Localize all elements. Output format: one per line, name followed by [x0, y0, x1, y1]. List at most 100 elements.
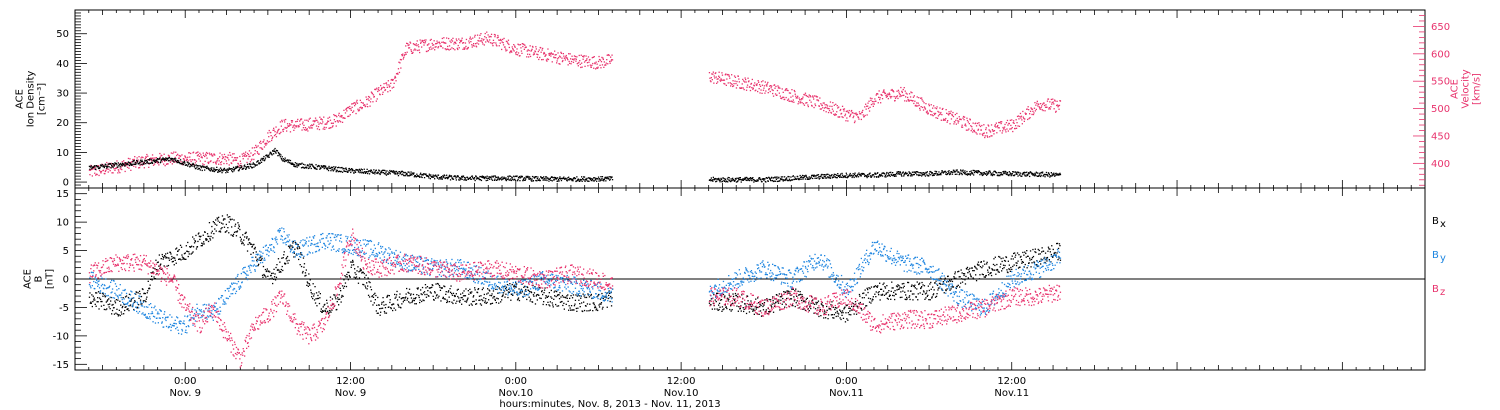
- velocity-series-point: [146, 153, 148, 156]
- velocity-series-point: [845, 120, 847, 122]
- density-series-point: [1019, 174, 1021, 176]
- series-Bx-point: [173, 264, 175, 266]
- density-series-point: [1034, 173, 1036, 175]
- density-series-point: [876, 176, 878, 178]
- velocity-series-point: [450, 39, 453, 41]
- series-Bx-point: [254, 248, 256, 250]
- density-series-point: [1011, 173, 1013, 175]
- velocity-series-point: [821, 104, 823, 107]
- series-Bx-point: [256, 258, 258, 260]
- density-series-point: [601, 177, 603, 180]
- density-series-point: [1032, 174, 1034, 176]
- velocity-series-point: [342, 117, 345, 119]
- velocity-series-point: [586, 62, 589, 64]
- series-Bx-point: [266, 270, 268, 272]
- velocity-series-point: [950, 118, 953, 120]
- density-series-point: [536, 180, 538, 182]
- density-series-point: [961, 173, 963, 176]
- density-series-point: [545, 176, 548, 178]
- density-series-point: [579, 178, 581, 181]
- density-series-point: [405, 173, 407, 175]
- velocity-series-point: [906, 100, 908, 102]
- velocity-series-point: [777, 87, 780, 89]
- velocity-series-point: [377, 88, 379, 91]
- density-series-point: [1053, 172, 1055, 174]
- velocity-series-point: [765, 90, 767, 92]
- velocity-series-point: [1025, 113, 1027, 115]
- velocity-series-point: [528, 56, 530, 58]
- series-Bx-point: [343, 285, 346, 287]
- series-Bx-point: [186, 250, 188, 253]
- velocity-series-point: [596, 63, 598, 65]
- velocity-series-point: [124, 162, 126, 164]
- density-series-point: [266, 154, 268, 156]
- series-Bx-point: [291, 246, 294, 248]
- series-Bx-point: [281, 257, 283, 259]
- velocity-series-point: [475, 43, 477, 45]
- density-series-point: [526, 176, 528, 179]
- velocity-series-point: [902, 88, 904, 91]
- velocity-series-point: [285, 127, 287, 129]
- density-series-point: [1039, 173, 1041, 175]
- density-series-point: [895, 175, 897, 177]
- series-Bx-point: [203, 243, 205, 245]
- velocity-series-point: [908, 93, 911, 95]
- density-series-point: [255, 164, 257, 166]
- velocity-series-point: [479, 40, 482, 42]
- series-Bx-point: [134, 300, 136, 302]
- density-series-point: [756, 179, 758, 181]
- velocity-series-point: [265, 144, 267, 146]
- series-Bx-point: [380, 311, 382, 313]
- density-series-point: [455, 179, 457, 181]
- density-series-point: [591, 179, 593, 181]
- density-series-point: [531, 175, 534, 178]
- density-series-point: [1048, 173, 1050, 176]
- velocity-series-point: [129, 158, 131, 160]
- density-series-point: [798, 178, 800, 181]
- velocity-series-point: [366, 98, 368, 101]
- density-series-point: [90, 166, 92, 168]
- series-Bx-point: [259, 256, 261, 259]
- density-series-point: [582, 178, 584, 181]
- density-series-point: [212, 169, 214, 171]
- series-Bx-point: [139, 299, 142, 301]
- velocity-series-point: [886, 94, 888, 96]
- series-Bx-point: [202, 234, 204, 236]
- velocity-series-point: [935, 108, 938, 110]
- density-series-point: [811, 174, 813, 176]
- velocity-series-point: [784, 98, 786, 101]
- series-Bx-point: [327, 313, 330, 315]
- velocity-series-point: [102, 169, 105, 171]
- velocity-series-point: [947, 113, 949, 115]
- density-series-point: [99, 166, 101, 169]
- velocity-series-point: [256, 151, 258, 153]
- velocity-series-point: [360, 101, 362, 104]
- density-series-point: [141, 160, 144, 163]
- velocity-series-point: [882, 90, 885, 92]
- density-series-point: [712, 176, 714, 178]
- series-Bx-point: [147, 280, 149, 282]
- series-Bx-point: [114, 300, 116, 302]
- density-series-point: [973, 174, 975, 176]
- velocity-series-point: [449, 40, 451, 42]
- velocity-series-point: [195, 152, 197, 154]
- density-series-point: [469, 177, 471, 180]
- velocity-series-point: [350, 108, 352, 110]
- density-series-point: [341, 171, 344, 173]
- density-series-point: [315, 164, 317, 166]
- velocity-series-point: [973, 129, 975, 131]
- density-series-point: [445, 177, 447, 179]
- velocity-series-point: [879, 98, 881, 101]
- density-series-point: [298, 165, 300, 167]
- velocity-series-point: [975, 122, 977, 124]
- series-Bx-point: [219, 221, 221, 223]
- velocity-series-point: [908, 100, 910, 102]
- density-series-point: [1024, 174, 1026, 176]
- velocity-series-point: [841, 116, 843, 118]
- velocity-series-point: [948, 114, 950, 116]
- series-Bx-point: [457, 295, 459, 298]
- series-Bx-point: [246, 237, 248, 239]
- density-series-point: [413, 176, 415, 178]
- velocity-series-point: [894, 97, 897, 99]
- velocity-series-point: [970, 130, 972, 132]
